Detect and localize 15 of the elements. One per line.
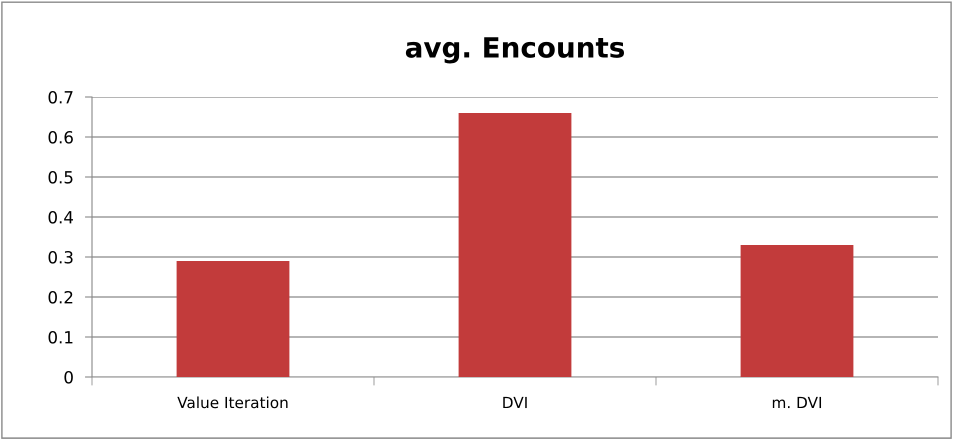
y-tick-label: 0 — [64, 370, 73, 384]
bar — [458, 113, 572, 377]
y-tick-label: 0.5 — [48, 170, 72, 184]
y-tick-label: 0.4 — [48, 210, 74, 224]
y-tick-label: 0.3 — [48, 250, 73, 264]
y-tick-label: 0.7 — [48, 90, 73, 104]
x-tick-label: Value Iteration — [177, 396, 288, 408]
y-tick-label: 0.2 — [48, 290, 72, 304]
y-tick-label: 0.6 — [48, 130, 73, 144]
bar — [740, 245, 854, 377]
x-tick-label: m. DVI — [772, 396, 822, 408]
chart-title: avg. Encounts — [406, 37, 624, 64]
y-tick-label: 0.1 — [48, 330, 72, 344]
x-tick-label: DVI — [503, 396, 527, 408]
bar — [176, 261, 290, 377]
